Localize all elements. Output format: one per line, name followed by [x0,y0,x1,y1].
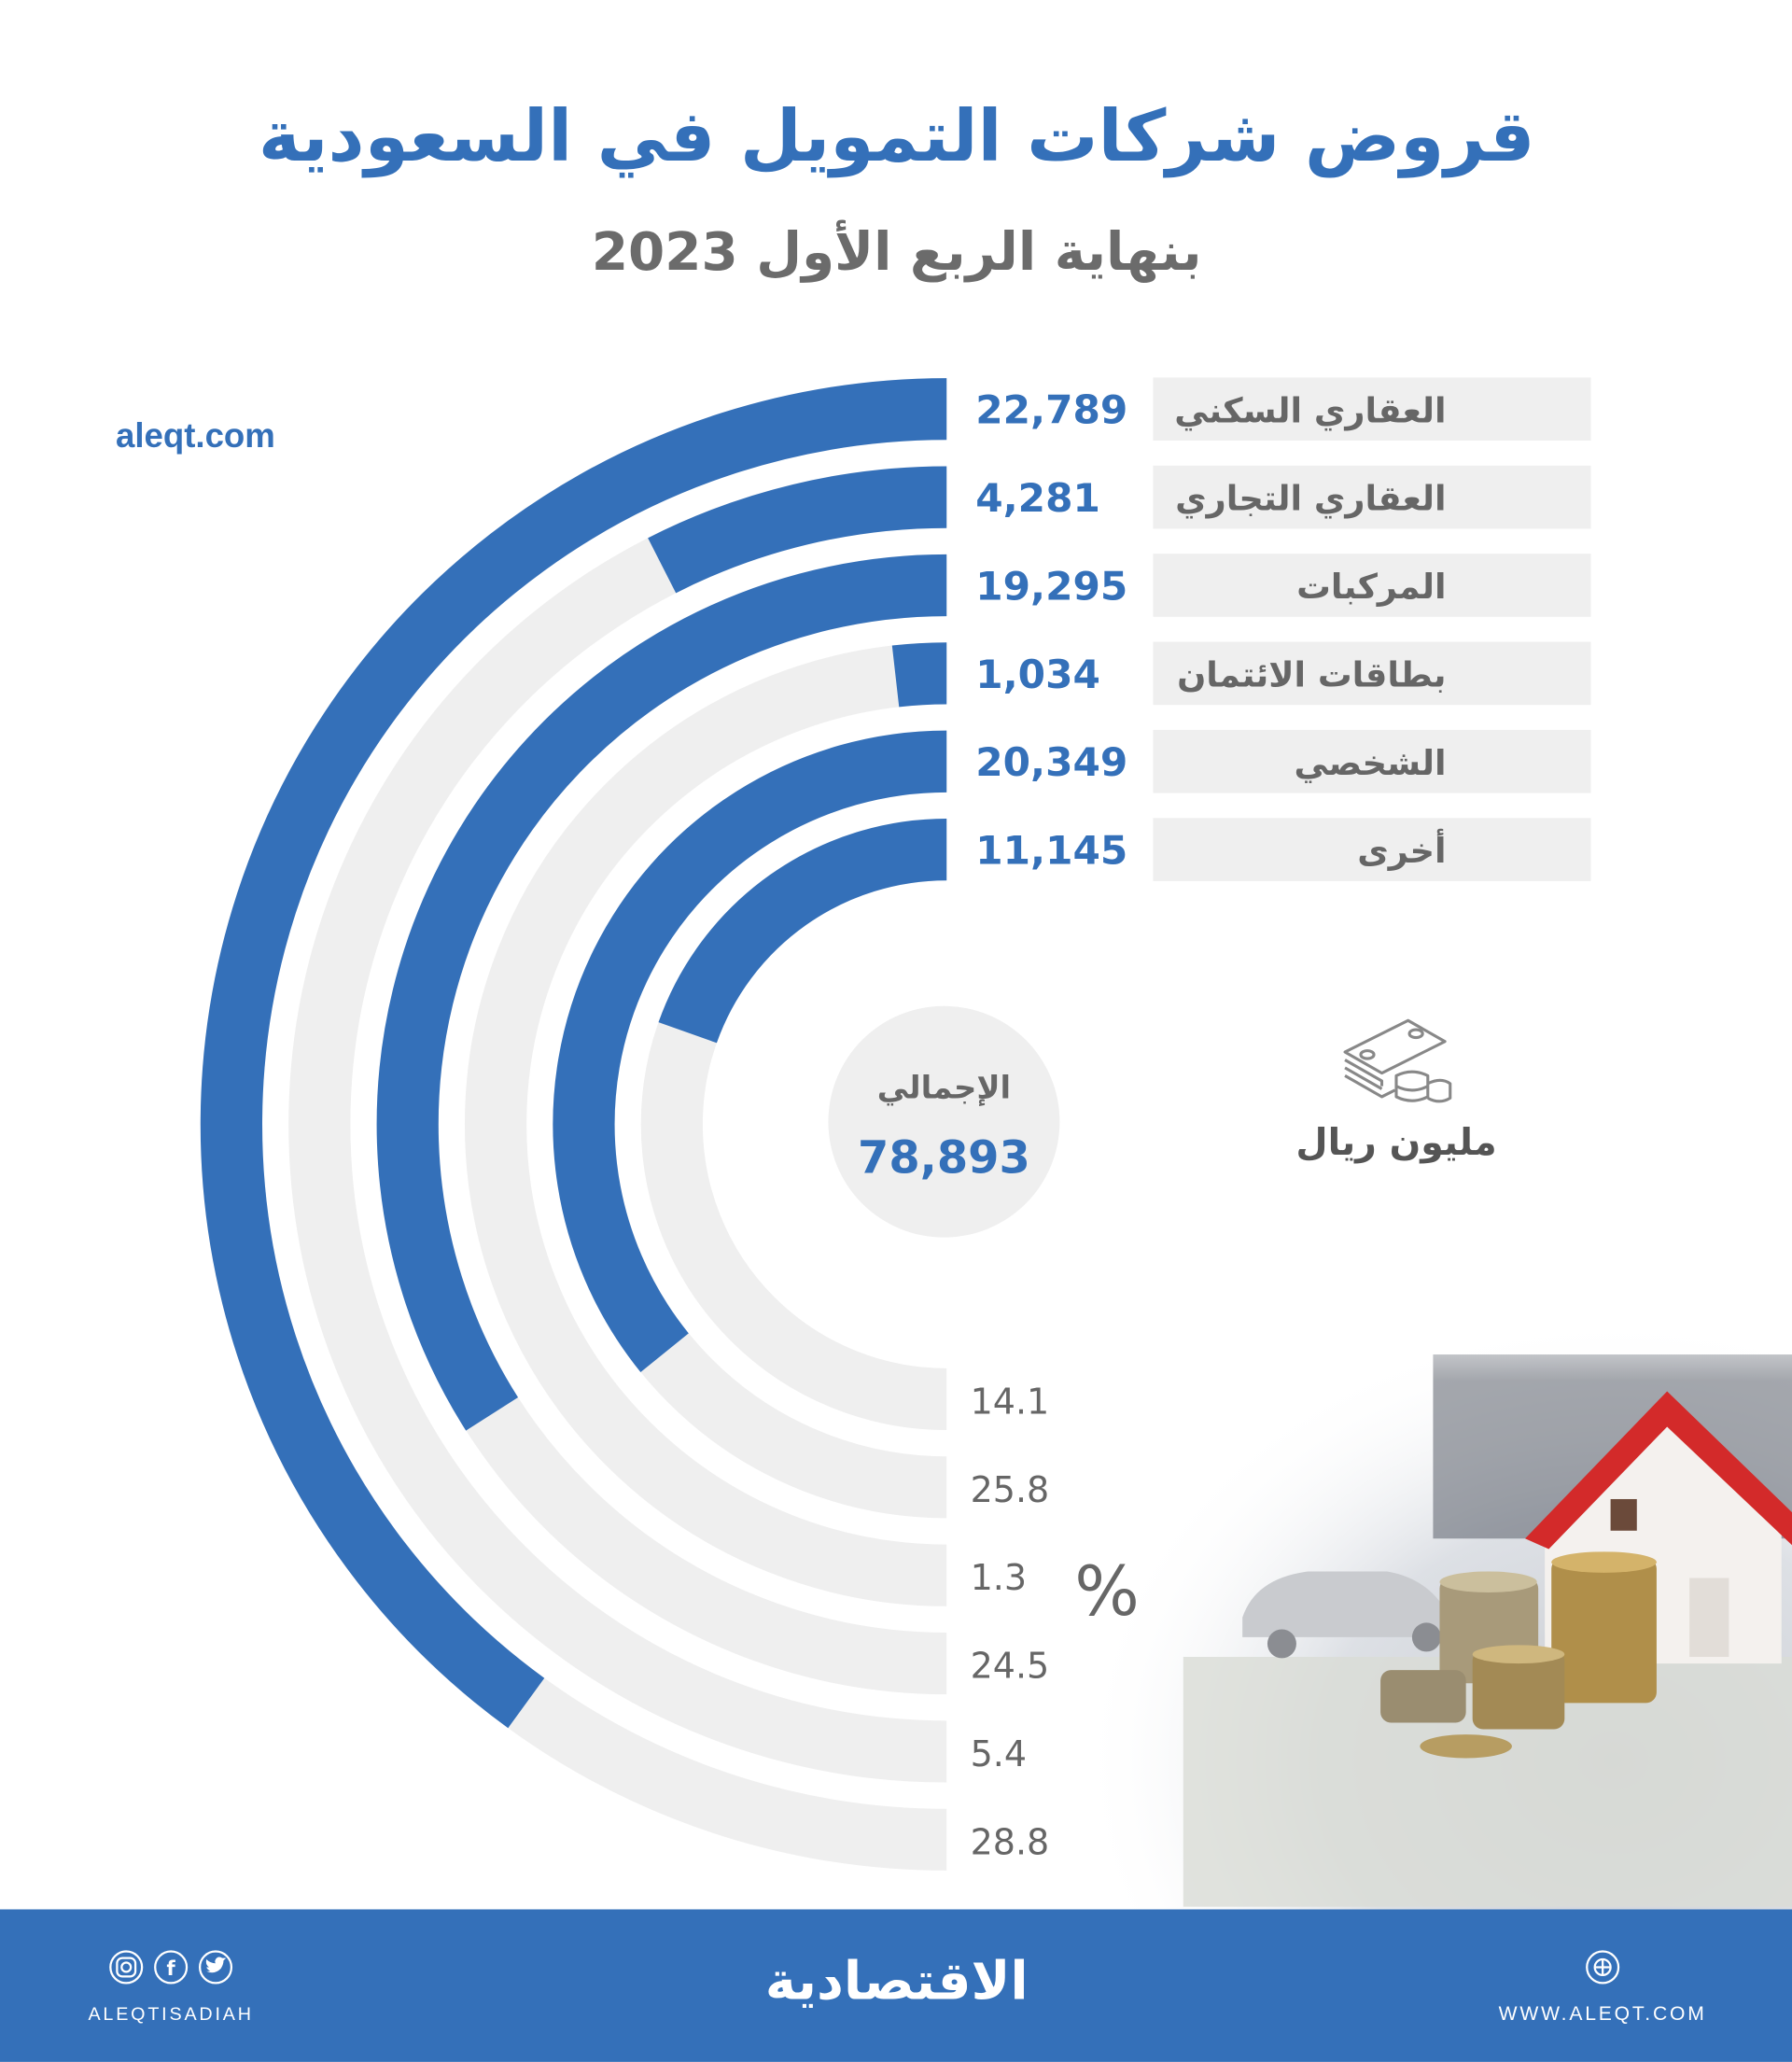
footer-website[interactable]: WWW.ALEQT.COM [1499,2003,1707,2025]
svg-text:f: f [167,1957,176,1980]
money-stack-coins-icon [1343,1018,1452,1103]
bar-arc-4 [553,730,947,1372]
social-handle[interactable]: ALEQTISADIAH [88,2004,253,2025]
percent-label: 24.5 [971,1646,1050,1687]
website-link[interactable]: aleqt.com [116,416,275,455]
category-label-box [1153,818,1591,881]
category-label-box [1153,729,1591,793]
globe-icon[interactable] [1586,1950,1620,1985]
value-label: 19,295 [975,563,1127,609]
bar-arc-3 [891,642,947,708]
total-badge: الإجمالي 78,893 [828,1005,1060,1238]
value-label: 22,789 [975,387,1127,433]
bar-arc-1 [648,466,947,594]
instagram-icon[interactable] [109,1950,144,1985]
category-label-box [1153,554,1591,617]
category-label-box [1153,377,1591,442]
category-label-box [1153,465,1591,529]
value-label: 4,281 [975,475,1100,521]
percent-label: 25.8 [971,1469,1050,1510]
footer: f ALEQTISADIAH الاقتصادية WWW.ALEQT.COM [0,1909,1792,2062]
track-arc [288,466,947,1783]
bar-arc-0 [200,378,947,1729]
coins-image [1380,1551,1657,1759]
category-label: العقاري السكني [1174,390,1446,430]
category-label: بطاقات الائتمان [1177,654,1446,694]
footer-logo: الاقتصادية [765,1951,1029,2012]
category-label-box [1153,641,1591,706]
bar-arc-5 [658,819,947,1044]
chart-rows: العقاري السكني 22,789 28.8 العقاري التجاري 4… [971,377,1591,1862]
twitter-icon[interactable] [198,1950,233,1985]
unit-label: مليون ريال [1295,1121,1496,1164]
category-label: أخرى [1357,828,1446,871]
total-value: 78,893 [858,1133,1030,1185]
percent-symbol: % [1074,1552,1140,1632]
percent-label: 28.8 [971,1821,1050,1862]
bar-arc-2 [376,554,947,1431]
percent-label: 1.3 [971,1557,1027,1598]
chart-bars [200,378,947,1729]
background-photo [1078,1301,1792,1910]
category-label: المركبات [1296,567,1446,607]
total-label: الإجمالي [877,1069,1011,1105]
category-label: الشخصي [1294,743,1446,783]
percent-label: 5.4 [971,1733,1027,1774]
percent-label: 14.1 [971,1381,1050,1422]
page-subtitle: بنهاية الربع الأول 2023 [592,219,1202,283]
facebook-icon[interactable]: f [154,1950,189,1985]
category-label: العقاري التجاري [1175,479,1446,519]
track-arc [465,642,947,1606]
value-label: 20,349 [975,739,1127,785]
value-label: 1,034 [975,652,1100,697]
car-image [1242,1571,1447,1659]
page-title: قروض شركات التمويل في السعودية [259,94,1535,178]
value-label: 11,145 [975,828,1127,874]
